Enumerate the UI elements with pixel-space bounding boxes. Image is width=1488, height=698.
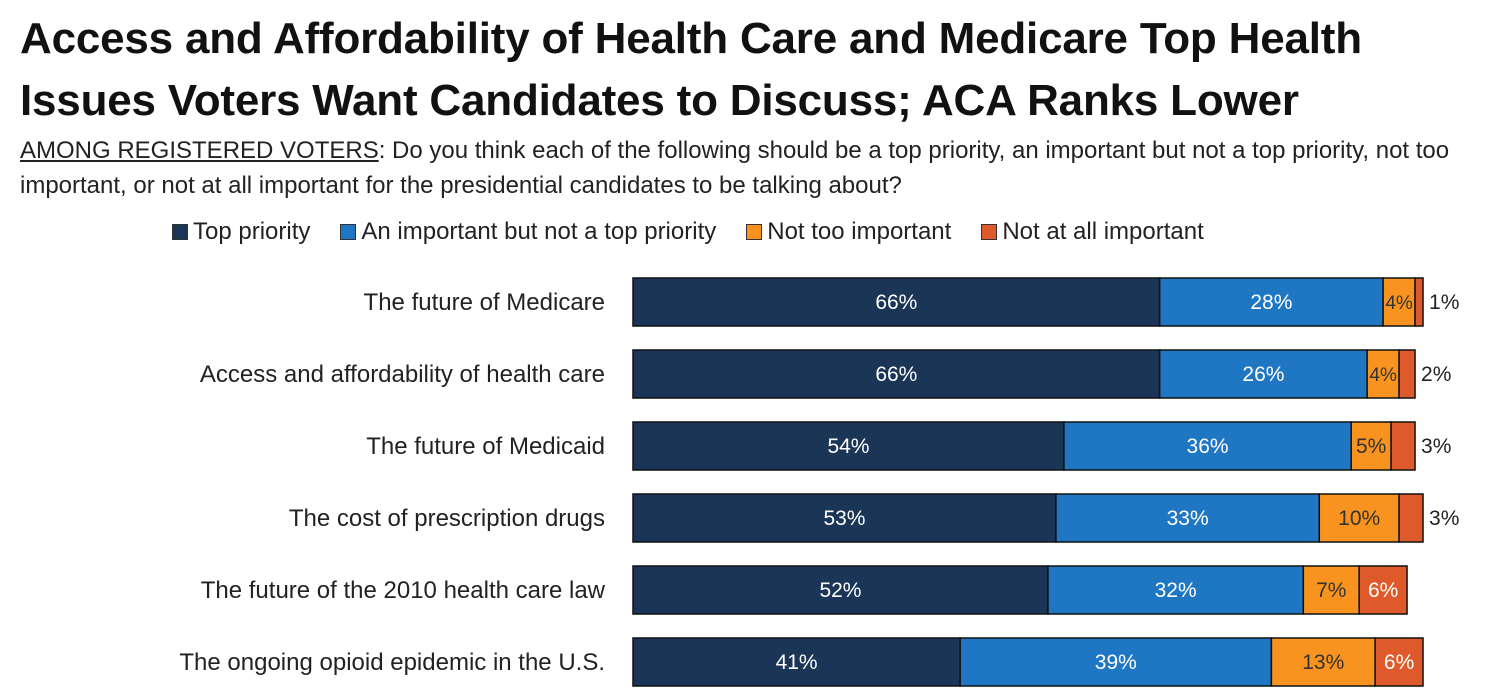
- survey-question: AMONG REGISTERED VOTERS: Do you think ea…: [20, 133, 1460, 203]
- data-label-an-important-but-not-a-top-priority: 32%: [1155, 579, 1197, 602]
- category-label: The future of Medicare: [364, 289, 605, 316]
- data-label-not-at-all-important: 3%: [1429, 507, 1459, 530]
- legend-swatch-not-too-important: [746, 224, 763, 240]
- bar-segment-not-at-all-important: [1390, 421, 1416, 471]
- data-label-top-priority: 53%: [823, 507, 865, 530]
- data-label-not-at-all-important: 2%: [1421, 363, 1451, 386]
- bar-row-the-cost-of-prescription-drugs: The cost of prescription drugs 53% 33% 10% 3…: [289, 493, 1459, 543]
- category-label: The ongoing opioid epidemic in the U.S.: [179, 649, 605, 676]
- data-label-top-priority: 66%: [875, 363, 917, 386]
- data-label-not-at-all-important: 1%: [1429, 291, 1459, 314]
- legend-item-important: An important but not a top priority: [340, 218, 716, 246]
- data-label-an-important-but-not-a-top-priority: 26%: [1242, 363, 1284, 386]
- bar-segment-top-priority: [632, 349, 1161, 399]
- data-label-not-too-important: 4%: [1385, 293, 1413, 314]
- category-label: Access and affordability of health care: [200, 361, 605, 388]
- bar-segment-top-priority: [632, 637, 961, 687]
- data-label-top-priority: 52%: [819, 579, 861, 602]
- data-label-top-priority: 41%: [776, 651, 818, 674]
- data-label-an-important-but-not-a-top-priority: 39%: [1095, 651, 1137, 674]
- data-label-not-at-all-important: 6%: [1384, 651, 1414, 674]
- data-label-not-too-important: 7%: [1316, 579, 1346, 602]
- data-label-not-too-important: 13%: [1302, 651, 1344, 674]
- bar-segment-not-at-all-important: [1374, 637, 1424, 687]
- data-label-an-important-but-not-a-top-priority: 36%: [1187, 435, 1229, 458]
- data-label-not-at-all-important: 6%: [1368, 579, 1398, 602]
- legend-item-not-at-all-important: Not at all important: [981, 218, 1204, 246]
- bar-row-the-future-of-medicare: The future of Medicare 66% 28% 4% 1%: [364, 277, 1459, 327]
- bar-segment-not-at-all-important: [1414, 277, 1424, 327]
- bar-segment-an-important-but-not-a-top-priority: [959, 637, 1273, 687]
- bar-segment-an-important-but-not-a-top-priority: [1158, 349, 1368, 399]
- data-label-not-too-important: 5%: [1356, 435, 1386, 458]
- chart-legend: Top priority An important but not a top …: [172, 216, 1204, 248]
- data-label-top-priority: 54%: [827, 435, 869, 458]
- legend-item-not-too-important: Not too important: [746, 218, 951, 246]
- category-label: The future of the 2010 health care law: [201, 577, 606, 604]
- bar-segment-not-at-all-important: [1358, 565, 1408, 615]
- legend-swatch-top-priority: [172, 224, 188, 240]
- bar-segment-an-important-but-not-a-top-priority: [1047, 565, 1305, 615]
- chart-title: Access and Affordability of Health Care …: [20, 14, 1362, 125]
- category-label: The future of Medicaid: [366, 433, 605, 460]
- bar-segment-an-important-but-not-a-top-priority: [1063, 421, 1352, 471]
- category-label: The cost of prescription drugs: [289, 505, 605, 532]
- legend-swatch-important: [340, 224, 357, 240]
- legend-item-top-priority: Top priority: [172, 218, 310, 246]
- bar-segment-top-priority: [632, 493, 1057, 543]
- legend-label-important: An important but not a top priority: [361, 218, 717, 245]
- bar-segment-not-at-all-important: [1398, 493, 1424, 543]
- bar-row-the-future-of-medicaid: The future of Medicaid 54% 36% 5% 3%: [366, 421, 1451, 471]
- data-label-not-too-important: 4%: [1369, 365, 1397, 386]
- bar-segment-top-priority: [632, 421, 1065, 471]
- legend-label-not-too-important: Not too important: [767, 218, 952, 245]
- bar-segment-an-important-but-not-a-top-priority: [1055, 493, 1321, 543]
- bar-segment-not-too-important: [1350, 421, 1392, 471]
- legend-label-top-priority: Top priority: [193, 218, 311, 245]
- legend-label-not-at-all-important: Not at all important: [1002, 218, 1204, 245]
- stacked-bar-chart: The future of Medicare 66% 28% 4% 1% Access a…: [179, 277, 1459, 687]
- question-lead: AMONG REGISTERED VOTERS: [20, 137, 379, 164]
- data-label-an-important-but-not-a-top-priority: 28%: [1250, 291, 1292, 314]
- bar-row-access-and-affordability-of-health-care: Access and affordability of health care 6…: [200, 349, 1451, 399]
- data-label-an-important-but-not-a-top-priority: 33%: [1167, 507, 1209, 530]
- bar-segment-not-too-important: [1366, 349, 1400, 399]
- data-label-not-at-all-important: 3%: [1421, 435, 1451, 458]
- data-label-not-too-important: 10%: [1338, 507, 1380, 530]
- bar-segment-top-priority: [632, 277, 1161, 327]
- bar-segment-not-too-important: [1318, 493, 1400, 543]
- bar-segment-not-at-all-important: [1398, 349, 1416, 399]
- bar-segment-top-priority: [632, 565, 1049, 615]
- bar-row-the-ongoing-opioid-epidemic-in-the-u-s: The ongoing opioid epidemic in the U.S. 4…: [179, 637, 1424, 687]
- data-label-top-priority: 66%: [875, 291, 917, 314]
- bar-row-the-future-of-the-2010-health-care-law: The future of the 2010 health care law 52…: [201, 565, 1408, 615]
- question-text: : Do you think each of the following sho…: [20, 137, 1450, 199]
- legend-swatch-not-at-all-important: [981, 224, 998, 240]
